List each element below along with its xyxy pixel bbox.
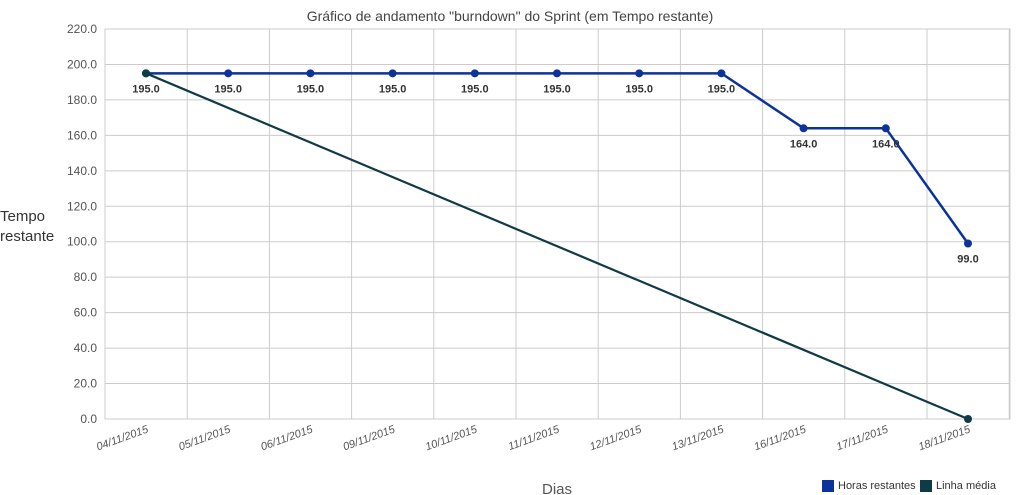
data-point-horas-restantes[interactable] xyxy=(635,69,644,78)
y-axis-label-line-2: restante xyxy=(0,228,54,245)
data-label-horas-restantes: 195.0 xyxy=(708,83,736,95)
x-tick-label: 10/11/2015 xyxy=(424,423,480,453)
data-point-horas-restantes[interactable] xyxy=(799,124,808,133)
data-point-horas-restantes[interactable] xyxy=(881,124,890,133)
data-label-horas-restantes: 99.0 xyxy=(957,254,978,266)
data-point-horas-restantes[interactable] xyxy=(470,69,479,78)
x-tick-label: 18/11/2015 xyxy=(917,423,973,453)
legend-swatch-horas-restantes xyxy=(822,480,834,492)
x-tick-label: 06/11/2015 xyxy=(259,423,315,453)
y-tick-label: 160.0 xyxy=(67,128,97,142)
legend: Horas restantes Linha média xyxy=(822,480,997,492)
x-tick-label: 16/11/2015 xyxy=(753,423,809,453)
x-tick-label: 12/11/2015 xyxy=(588,423,644,453)
y-tick-label: 140.0 xyxy=(67,164,97,178)
data-label-horas-restantes: 195.0 xyxy=(132,83,160,95)
data-point-horas-restantes[interactable] xyxy=(717,69,726,78)
y-tick-label: 80.0 xyxy=(74,270,98,284)
y-tick-label: 220.0 xyxy=(67,22,97,36)
x-tick-label: 04/11/2015 xyxy=(95,423,151,453)
y-tick-label: 20.0 xyxy=(74,377,98,391)
data-point-linha-media[interactable] xyxy=(142,69,150,78)
legend-label-horas-restantes[interactable]: Horas restantes xyxy=(838,480,916,492)
series-layer: 195.0 195.0 195.0 195.0 195.0 195.0 195.0 195.0… xyxy=(132,69,979,423)
x-axis: 04/11/2015 05/11/2015 06/11/2015 09/11/2015… xyxy=(95,423,973,453)
data-label-horas-restantes: 164.0 xyxy=(790,138,818,150)
y-tick-label: 0.0 xyxy=(80,412,97,426)
y-tick-label: 120.0 xyxy=(67,199,97,213)
x-axis-label: Dias xyxy=(542,481,572,495)
x-tick-label: 09/11/2015 xyxy=(342,423,398,453)
data-point-horas-restantes[interactable] xyxy=(306,69,315,78)
y-tick-label: 180.0 xyxy=(67,93,97,107)
data-label-horas-restantes: 195.0 xyxy=(625,83,653,95)
data-label-horas-restantes: 195.0 xyxy=(379,83,407,95)
data-point-horas-restantes[interactable] xyxy=(388,69,397,78)
data-point-horas-restantes[interactable] xyxy=(553,69,561,78)
legend-label-linha-media[interactable]: Linha média xyxy=(936,480,997,492)
x-tick-label: 17/11/2015 xyxy=(835,423,891,453)
data-point-linha-media[interactable] xyxy=(964,415,972,423)
y-tick-label: 100.0 xyxy=(67,235,97,249)
series-line-linha-media xyxy=(145,72,969,421)
y-tick-label: 200.0 xyxy=(67,57,97,71)
y-axis: 0.0 20.0 40.0 60.0 80.0 100.0 120.0 140.0 160.0 1… xyxy=(67,22,97,426)
y-axis-label-line-1: Tempo xyxy=(0,208,45,225)
grid xyxy=(104,28,1011,420)
chart-title: Gráfico de andamento "burndown" do Sprin… xyxy=(307,8,714,24)
x-tick-label: 11/11/2015 xyxy=(507,423,562,453)
data-label-horas-restantes: 195.0 xyxy=(461,83,489,95)
data-label-horas-restantes: 195.0 xyxy=(297,83,325,95)
data-label-horas-restantes: 195.0 xyxy=(543,83,571,95)
x-tick-label: 13/11/2015 xyxy=(670,423,726,453)
data-label-horas-restantes: 195.0 xyxy=(214,83,242,95)
y-tick-label: 40.0 xyxy=(74,341,98,355)
x-tick-label: 05/11/2015 xyxy=(177,423,233,453)
data-point-horas-restantes[interactable] xyxy=(224,69,233,78)
legend-swatch-linha-media xyxy=(920,480,932,492)
data-label-horas-restantes: 164.0 xyxy=(872,138,900,150)
data-point-horas-restantes[interactable] xyxy=(964,239,972,248)
y-tick-label: 60.0 xyxy=(74,306,98,320)
